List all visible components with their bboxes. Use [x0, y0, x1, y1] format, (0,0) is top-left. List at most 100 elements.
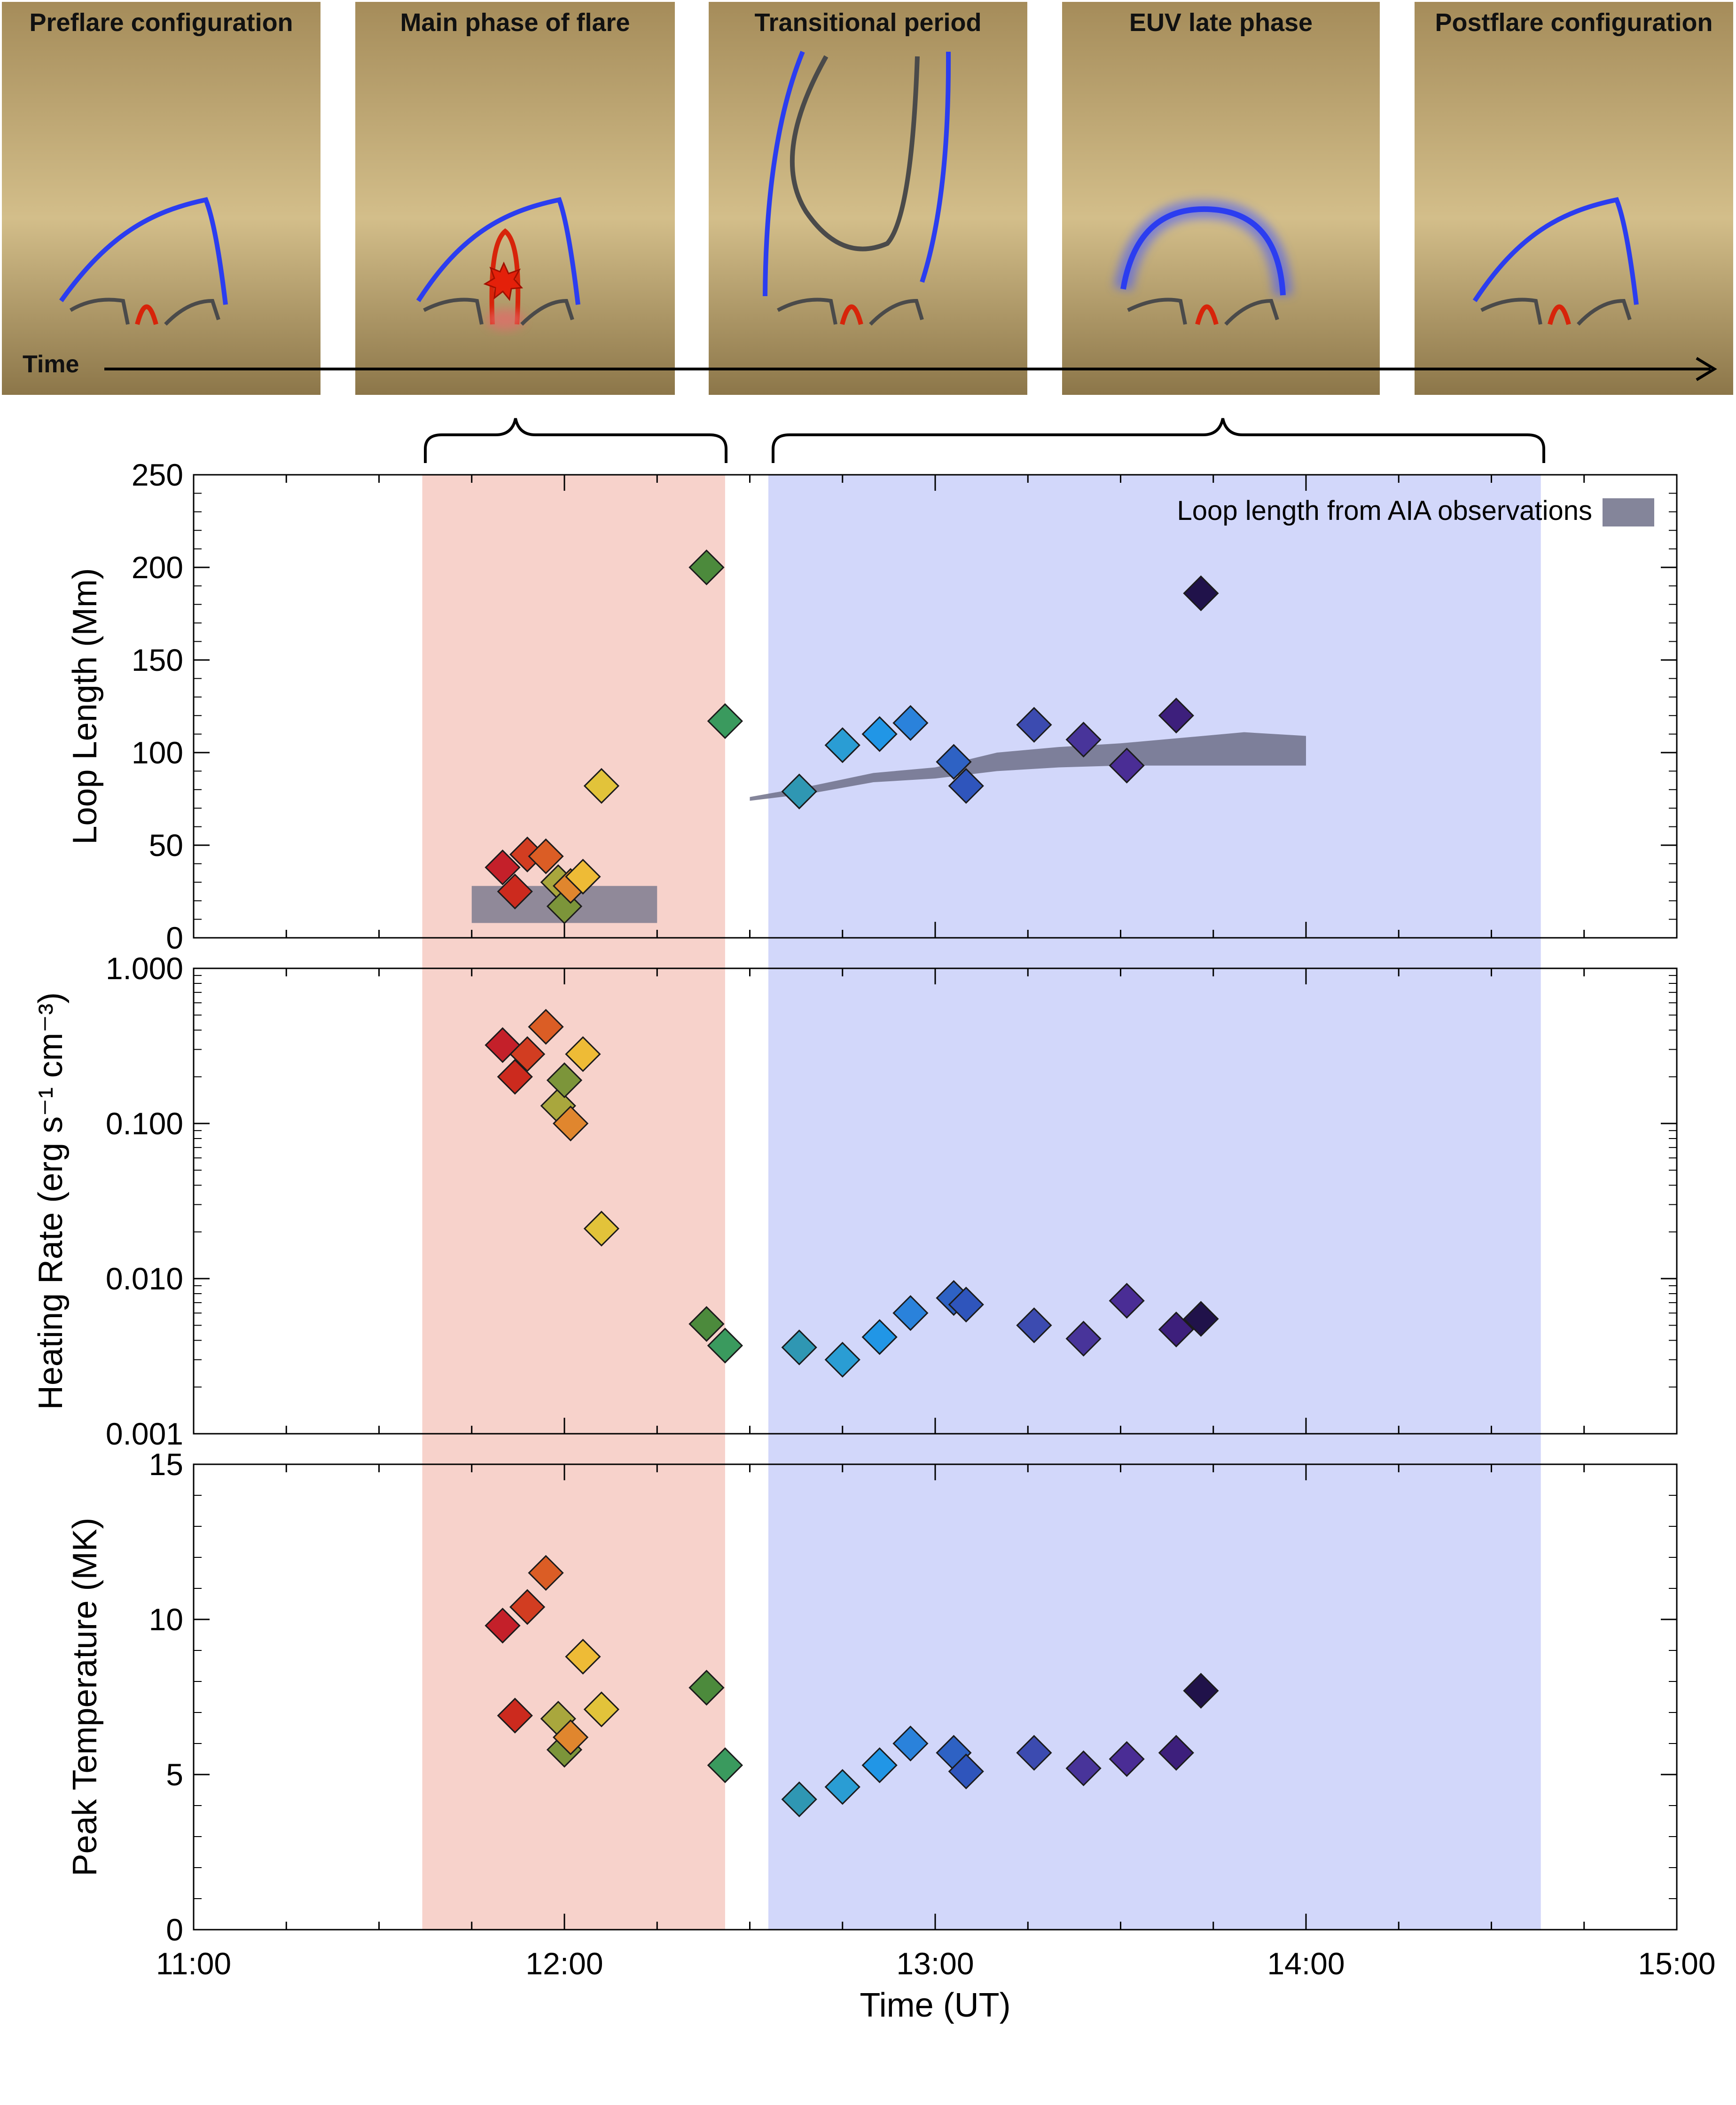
data-point: [1109, 1282, 1145, 1319]
data-point: [1016, 1735, 1052, 1771]
data-point: [936, 744, 972, 780]
dark-loops: [69, 298, 220, 326]
x-axis-title: Time (UT): [860, 1987, 1010, 2024]
dark-loops: [423, 298, 574, 326]
thumbnail-image: [1062, 2, 1380, 395]
data-point: [948, 1287, 984, 1323]
data-point: [892, 1725, 929, 1762]
data-point: [892, 705, 929, 741]
dark-loops: [1480, 298, 1632, 326]
data-point: [565, 1639, 601, 1675]
data-point: [707, 1747, 743, 1783]
data-point: [948, 768, 984, 804]
y-axis-title: Heating Rate (erg s⁻¹ cm⁻³): [32, 992, 70, 1410]
thumbnail-row: Preflare configuration Main phase of fla…: [2, 2, 1733, 395]
x-axis: 11:00 12:00 13:00 14:00 15:00 Time (UT): [156, 1946, 1716, 2024]
thumbnail-image: [2, 2, 321, 395]
data-point: [1183, 1301, 1219, 1337]
blue-loop: [1120, 206, 1286, 296]
thumbnail-title: Transitional period: [754, 8, 981, 37]
y-tick-label: 10: [149, 1602, 183, 1637]
y-tick-label: 0.100: [106, 1106, 183, 1141]
data-point: [528, 838, 564, 874]
data-point: [892, 1295, 929, 1331]
data-point: [565, 1036, 601, 1072]
data-point: [707, 703, 743, 739]
flare-star-icon: [483, 261, 524, 301]
data-point: [546, 1062, 583, 1099]
y-tick-label: 200: [132, 550, 183, 585]
data-point: [1158, 698, 1194, 734]
x-tick-label: 13:00: [896, 1946, 974, 1981]
y-tick-label: 5: [166, 1757, 183, 1792]
legend: Loop length from AIA observations: [1177, 495, 1654, 526]
data-point: [485, 849, 521, 886]
data-point: [497, 1697, 533, 1734]
data-point: [707, 1327, 743, 1364]
thumbnail-main-phase: Main phase of flare: [355, 2, 675, 395]
x-tick-label: 15:00: [1638, 1946, 1715, 1981]
thumbnail-postflare: Postflare configuration: [1415, 2, 1733, 395]
chart-area: Loop length from AIA observations0501001…: [32, 457, 1716, 2024]
y-tick-label: 0: [166, 920, 183, 955]
data-point: [1183, 1673, 1219, 1709]
data-point: [861, 1319, 898, 1355]
thumbnail-image: [709, 2, 1027, 395]
y-tick-label: 0.001: [106, 1416, 183, 1451]
data-point: [565, 858, 601, 895]
data-point: [781, 773, 817, 809]
y-tick-label: 0.010: [106, 1261, 183, 1296]
thumbnail-title: EUV late phase: [1129, 8, 1313, 37]
blue-loop: [59, 197, 228, 305]
panel-heating: 0.001 0.010 0.100 1.000 Heating Rate (erg s⁻…: [32, 951, 1678, 1451]
data-point: [781, 1329, 817, 1366]
y-tick-label: 0: [166, 1912, 183, 1947]
data-point: [1016, 707, 1052, 743]
data-point: [553, 1105, 589, 1142]
blue-loop: [416, 197, 580, 305]
data-point: [861, 1747, 898, 1783]
data-point: [1109, 747, 1145, 784]
data-point: [688, 549, 725, 586]
data-point: [1183, 575, 1219, 612]
data-point: [948, 1753, 984, 1790]
aia-loop-length-band: [750, 732, 1306, 801]
x-tick-label: 11:00: [156, 1946, 231, 1981]
thumbnail-transitional: Transitional period: [709, 2, 1027, 395]
dark-loops: [1127, 298, 1279, 326]
blue-loop: [1472, 197, 1639, 305]
thumbnail-preflare: Preflare configuration: [2, 2, 321, 395]
data-point: [1065, 722, 1102, 758]
phase-braces: [424, 418, 1545, 463]
red-loop: [840, 304, 863, 325]
flare-glow: [486, 309, 524, 330]
data-point: [553, 1719, 589, 1755]
red-loop: [1195, 304, 1219, 325]
data-point: [485, 1608, 521, 1644]
data-point: [824, 1342, 860, 1378]
data-point: [509, 1036, 546, 1072]
thumbnail-image: [1415, 2, 1733, 395]
y-tick-label: 150: [132, 643, 183, 677]
data-point: [583, 1691, 620, 1728]
x-tick-label: 12:00: [525, 1946, 603, 1981]
data-point: [1065, 1320, 1102, 1357]
panel-temperature: 0 5 10 15 Peak Temperature (MK): [66, 1447, 1678, 1947]
timeline-arrow: Time: [23, 351, 1717, 381]
y-tick-label: 100: [132, 735, 183, 770]
x-tick-label: 14:00: [1267, 1946, 1345, 1981]
data-point: [528, 1555, 564, 1591]
main-phase-brace: [424, 418, 727, 463]
data-point: [1158, 1312, 1194, 1348]
dark-loops: [777, 298, 924, 326]
data-point: [1158, 1735, 1194, 1771]
data-point: [1016, 1307, 1052, 1343]
data-point: [824, 727, 860, 763]
phase-band: [422, 475, 725, 1930]
data-point: [781, 1781, 817, 1817]
y-tick-label: 250: [132, 457, 183, 492]
y-tick-label: 50: [149, 828, 183, 863]
thumbnail-title: Preflare configuration: [29, 8, 293, 37]
y-axis-title: Peak Temperature (MK): [66, 1518, 104, 1877]
